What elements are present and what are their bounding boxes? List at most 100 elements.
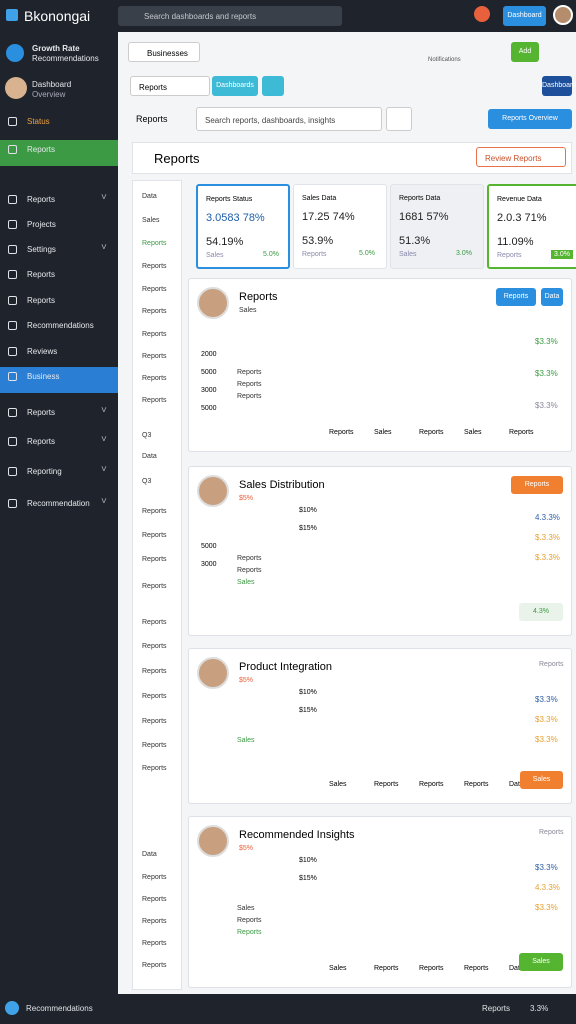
search-box[interactable]: Search dashboards and reports xyxy=(118,6,342,26)
chart-panel: Reports Sales 2000 5000 3000 5000 Reports Repor… xyxy=(188,278,572,452)
x-label: Sales xyxy=(329,781,347,788)
x-label: Sales xyxy=(374,429,392,436)
business-select[interactable]: Businesses xyxy=(128,42,200,62)
axis-label: $10% xyxy=(299,507,317,514)
list-item[interactable]: Q3 xyxy=(142,432,152,439)
kpi-sub: 53.9% xyxy=(302,235,334,247)
axis-label: 5000 xyxy=(201,543,217,550)
list-item[interactable]: Reports xyxy=(142,532,167,539)
dashboard-button[interactable]: Dashboard xyxy=(503,6,546,26)
avatar[interactable] xyxy=(553,5,573,25)
list-item[interactable]: Reports xyxy=(142,375,167,382)
nav-icon xyxy=(8,220,17,229)
list-item[interactable]: Reports xyxy=(142,353,167,360)
panel-title: Recommended Insights xyxy=(239,829,355,841)
list-item[interactable]: Reports xyxy=(142,308,167,315)
list-item[interactable]: Reports xyxy=(142,940,167,947)
tab-icon[interactable] xyxy=(262,76,284,96)
list-item[interactable]: Reports xyxy=(142,556,167,563)
kpi-foot: Sales xyxy=(399,251,417,258)
axis-label: 5000 xyxy=(201,369,217,376)
nav-item[interactable]: Reports ˅ xyxy=(0,190,118,208)
axis-label: 3000 xyxy=(201,387,217,394)
panel-button[interactable]: 4.3% xyxy=(519,603,563,621)
nav-item[interactable]: Recommendations xyxy=(0,316,118,334)
filter-select[interactable]: Review Reports xyxy=(476,147,566,167)
list-item[interactable]: Reports xyxy=(142,240,167,247)
note: Reports xyxy=(237,567,262,574)
panel-button[interactable]: Data xyxy=(541,288,563,306)
nav-item[interactable]: Recommendation ˅ xyxy=(0,494,118,512)
nav-item[interactable]: Reporting ˅ xyxy=(0,462,118,480)
chart-panel: Recommended Insights $5% $10% $15% Sales Repo… xyxy=(188,816,572,988)
list-item[interactable]: Reports xyxy=(142,583,167,590)
nav-label: Status xyxy=(27,117,50,126)
notify-label: Notifications xyxy=(428,57,461,63)
footer-icon xyxy=(5,1001,19,1015)
nav-item[interactable]: Reports ˅ xyxy=(0,432,118,450)
kpi-tag: 3.0% xyxy=(551,250,573,259)
nav-item[interactable]: Reports xyxy=(0,140,118,166)
list-item[interactable]: Reports xyxy=(142,331,167,338)
list-item[interactable]: Q3 xyxy=(142,478,152,485)
panel-button[interactable]: Sales xyxy=(520,771,563,789)
list-item[interactable]: Data xyxy=(142,851,157,858)
panel-button[interactable]: Reports xyxy=(511,476,563,494)
list-item[interactable]: Reports xyxy=(142,693,167,700)
kpi-tag: 5.0% xyxy=(359,250,375,257)
list-item[interactable]: Sales xyxy=(142,217,160,224)
nav-icon xyxy=(8,347,17,356)
list-item[interactable]: Data xyxy=(142,453,157,460)
axis-label: $15% xyxy=(299,707,317,714)
nav-item[interactable]: Business xyxy=(0,367,118,393)
x-label: Reports xyxy=(464,781,489,788)
list-item[interactable]: Reports xyxy=(142,765,167,772)
list-item[interactable]: Data xyxy=(142,193,157,200)
note: Sales xyxy=(237,579,255,586)
nav-item[interactable]: Reports xyxy=(0,265,118,283)
list-item[interactable]: Reports xyxy=(142,718,167,725)
list-item[interactable]: Reports xyxy=(142,397,167,404)
search-button[interactable] xyxy=(386,107,412,131)
nav-item[interactable]: Reports ˅ xyxy=(0,403,118,421)
footer-mid: Reports xyxy=(482,1004,511,1013)
list-item[interactable]: Reports xyxy=(142,874,167,881)
x-label: Reports xyxy=(329,429,354,436)
chevron: ˅ xyxy=(101,464,107,475)
list-item[interactable]: Reports xyxy=(142,962,167,969)
overview-button[interactable]: Reports Overview xyxy=(488,109,572,129)
x-label: Reports xyxy=(419,965,444,972)
x-label: Reports xyxy=(419,429,444,436)
right-label: $3.3% xyxy=(535,715,558,724)
x-label: Sales xyxy=(329,965,347,972)
chevron: ˅ xyxy=(101,434,107,445)
list-item[interactable]: Reports xyxy=(142,508,167,515)
add-button[interactable]: Add xyxy=(511,42,539,62)
tab-reports[interactable]: Reports xyxy=(130,76,210,96)
nav-item[interactable]: Projects xyxy=(0,215,118,233)
panel-button[interactable]: Reports xyxy=(496,288,536,306)
list-item[interactable]: Reports xyxy=(142,286,167,293)
list-item[interactable]: Reports xyxy=(142,643,167,650)
tab-dashboards[interactable]: Dashboards xyxy=(212,76,258,96)
nav-item[interactable]: Reports xyxy=(0,291,118,309)
kpi-tag: 5.0% xyxy=(263,251,279,258)
list-item[interactable]: Reports xyxy=(142,896,167,903)
right-label: 4.3.3% xyxy=(535,883,560,892)
list-item[interactable]: Reports xyxy=(142,668,167,675)
kpi-foot: Sales xyxy=(206,252,224,259)
list-item[interactable]: Reports xyxy=(142,742,167,749)
report-search[interactable]: Search reports, dashboards, insights xyxy=(196,107,382,131)
nav-icon xyxy=(8,117,17,126)
list-item[interactable]: Reports xyxy=(142,619,167,626)
list-item[interactable]: Reports xyxy=(142,918,167,925)
notification-icon[interactable] xyxy=(474,6,490,22)
panel-button[interactable]: Sales xyxy=(519,953,563,971)
nav-item[interactable]: Reviews xyxy=(0,342,118,360)
nav-item[interactable]: Status xyxy=(0,112,118,130)
nav-item[interactable]: Settings ˅ xyxy=(0,240,118,258)
panel-sub: $5% xyxy=(239,677,254,684)
dashboard-tab[interactable]: Dashboard xyxy=(542,76,576,96)
list-item[interactable]: Reports xyxy=(142,263,167,270)
kpi-label: Revenue Data xyxy=(497,196,542,203)
